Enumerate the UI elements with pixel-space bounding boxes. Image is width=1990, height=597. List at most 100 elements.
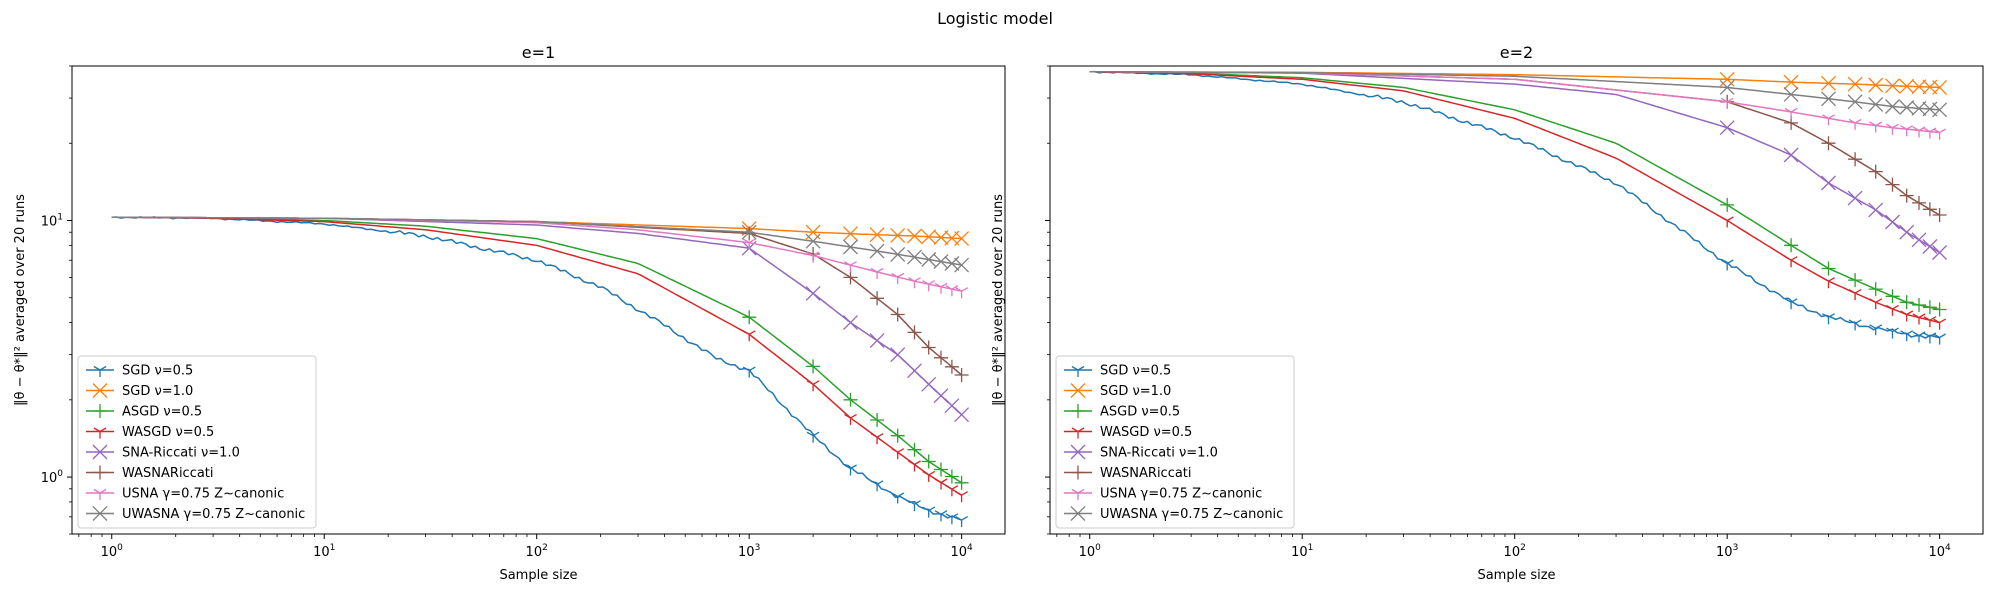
legend-label: UWASNA γ=0.75 Z~canonic <box>1100 507 1283 522</box>
series-sna-riccati-1-0 <box>1089 70 1948 260</box>
y-tick-label-base: 10 <box>41 214 58 229</box>
data-point <box>1847 190 1863 206</box>
data-point <box>944 359 959 374</box>
series-wasgd-0-5 <box>1089 70 1947 330</box>
legend-swatch-marker <box>93 488 107 500</box>
legend-swatch-marker <box>92 506 108 521</box>
legend-label: SNA-Riccati ν=1.0 <box>122 446 240 461</box>
x-tick-label-exp: 3 <box>1733 543 1739 553</box>
data-point <box>1886 304 1899 316</box>
data-point <box>843 392 858 407</box>
x-tick-label: 101 <box>1291 543 1313 560</box>
figure-title: Logistic model <box>937 9 1053 28</box>
data-point <box>870 291 885 306</box>
series-sgd-0-5 <box>1089 70 1947 345</box>
data-point <box>890 227 906 243</box>
legend-swatch-marker <box>1071 427 1085 439</box>
data-point <box>742 238 756 250</box>
legend-item-wasgd-0-5: WASGD ν=0.5 <box>86 425 214 440</box>
legend-label: SGD ν=0.5 <box>122 364 193 379</box>
legend-swatch-marker <box>93 404 107 418</box>
legend-swatch-marker <box>1071 365 1085 377</box>
data-point <box>954 368 969 382</box>
data-point <box>1821 75 1836 91</box>
data-point <box>1822 114 1835 126</box>
series-line <box>111 216 963 376</box>
data-point <box>907 363 922 379</box>
data-point <box>1719 120 1735 136</box>
data-point <box>1922 202 1937 217</box>
data-point <box>944 469 959 484</box>
legend-label: WASNARiccati <box>1100 466 1192 481</box>
data-point <box>1821 91 1836 107</box>
legend-label: ASGD ν=0.5 <box>1100 405 1180 420</box>
data-point <box>1719 71 1735 87</box>
data-point <box>1784 256 1798 268</box>
x-tick-label-base: 10 <box>1716 545 1733 560</box>
data-point <box>891 272 905 284</box>
data-point <box>1868 164 1883 179</box>
data-point <box>1932 102 1948 118</box>
data-point <box>908 277 921 289</box>
x-tick-label-base: 10 <box>1079 545 1096 560</box>
data-point <box>1821 261 1836 276</box>
data-point <box>1822 313 1835 325</box>
x-tick-label-base: 10 <box>313 545 330 560</box>
legend: SGD ν=0.5 SGD ν=1.0 ASGD ν=0.5 WASGD ν=0.5 S… <box>77 355 317 529</box>
data-point <box>843 270 858 285</box>
legend-label: WASGD ν=0.5 <box>1100 425 1192 440</box>
panel-e1: e=1 Sample size ‖θ − θ*‖² averaged over 20… <box>13 43 1006 583</box>
legend-swatch-marker <box>93 427 107 439</box>
data-point <box>954 407 970 423</box>
data-point <box>869 333 885 349</box>
series-line <box>111 216 963 484</box>
data-point <box>843 315 858 331</box>
legend-box <box>1055 355 1295 529</box>
data-point <box>1885 214 1900 230</box>
x-tick-label-exp: 3 <box>755 543 761 553</box>
legend-label: UWASNA γ=0.75 Z~canonic <box>122 507 305 522</box>
legend-swatch-marker <box>1071 488 1085 500</box>
data-point <box>934 510 948 522</box>
legend-label: SNA-Riccati ν=1.0 <box>1100 446 1218 461</box>
y-tick-label: 101 <box>41 212 63 229</box>
series-line <box>1089 70 1940 254</box>
data-point <box>1899 188 1914 203</box>
data-point <box>1885 99 1900 114</box>
data-point <box>955 516 969 528</box>
data-point <box>921 252 937 267</box>
x-tick-label: 101 <box>313 543 335 560</box>
legend-item-uwasna-0-75-z-canonic: UWASNA γ=0.75 Z~canonic <box>86 506 305 522</box>
data-point <box>1784 107 1798 119</box>
legend-label: WASGD ν=0.5 <box>122 425 214 440</box>
legend-swatch-marker <box>92 383 108 398</box>
y-axis-label: ‖θ − θ*‖² averaged over 20 runs <box>991 194 1006 406</box>
data-point <box>844 261 857 273</box>
x-axis-label: Sample size <box>499 568 577 583</box>
legend-item-sgd-1-0: SGD ν=1.0 <box>1064 383 1171 399</box>
data-point <box>945 285 959 297</box>
data-point <box>907 325 922 340</box>
data-point <box>1900 310 1914 322</box>
data-point <box>1912 313 1926 325</box>
data-point <box>908 500 921 512</box>
x-tick-label-exp: 2 <box>1520 543 1526 553</box>
data-point <box>1933 333 1947 345</box>
data-point <box>1932 79 1948 95</box>
x-tick-label-exp: 4 <box>1945 543 1951 553</box>
data-point <box>891 448 905 460</box>
x-tick-label: 103 <box>738 543 760 560</box>
data-point <box>922 506 936 518</box>
series-line <box>1089 70 1940 111</box>
series-usna-0-75-z-canonic <box>1089 70 1947 140</box>
data-point <box>1933 128 1947 140</box>
data-point <box>1783 86 1799 102</box>
data-point <box>1847 94 1863 110</box>
data-point <box>954 475 969 490</box>
data-point <box>934 282 948 294</box>
data-point <box>805 285 821 301</box>
data-point <box>890 428 905 443</box>
legend-label: USNA γ=0.75 Z~canonic <box>1100 487 1262 502</box>
data-point <box>806 431 820 443</box>
data-point <box>1719 79 1735 95</box>
